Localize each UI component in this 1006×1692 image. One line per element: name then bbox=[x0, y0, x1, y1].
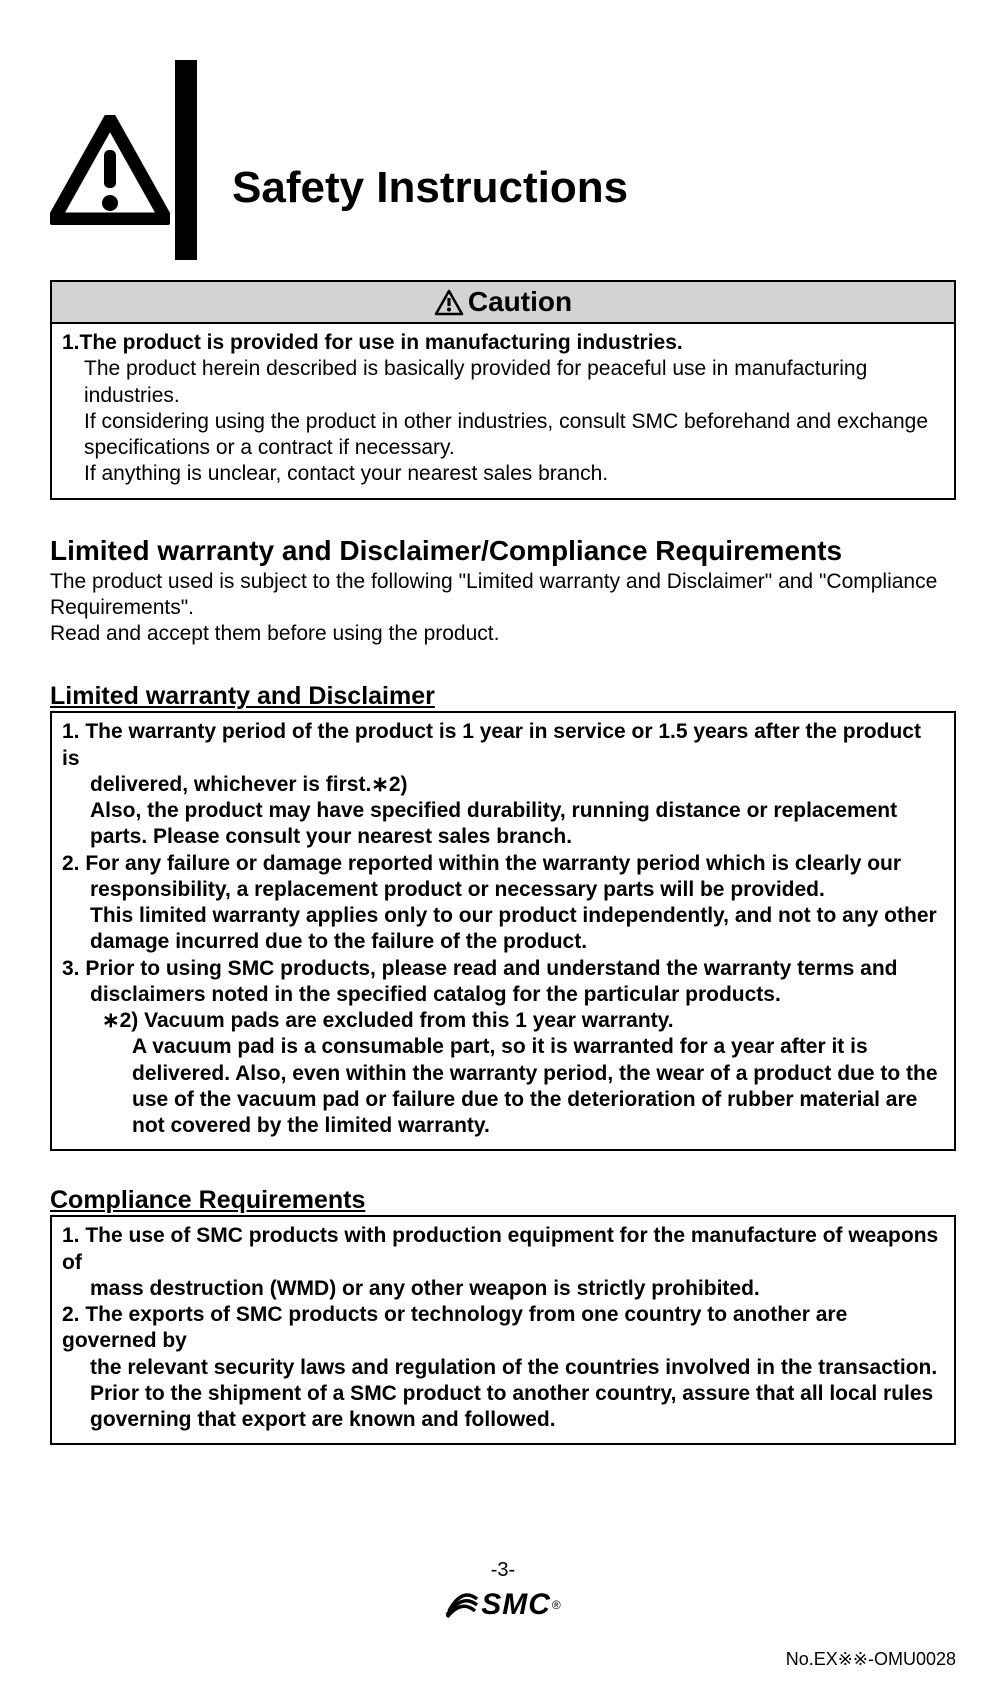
caution-triangle-icon bbox=[434, 289, 464, 316]
logo-text: SMC bbox=[481, 1588, 551, 1622]
warranty-text: This limited warranty applies only to ou… bbox=[62, 903, 944, 956]
warranty-item: 1. The warranty period of the product is… bbox=[62, 719, 944, 772]
limited-box-heading: Limited warranty and Disclaimer bbox=[50, 682, 956, 711]
limited-section-heading: Limited warranty and Disclaimer/Complian… bbox=[50, 535, 956, 567]
compliance-text: mass destruction (WMD) or any other weap… bbox=[62, 1276, 944, 1302]
vertical-bar-icon bbox=[175, 60, 197, 260]
limited-warranty-box: 1. The warranty period of the product is… bbox=[50, 711, 956, 1151]
caution-text: If considering using the product in othe… bbox=[62, 409, 944, 462]
intro-text: Read and accept them before using the pr… bbox=[50, 621, 956, 647]
compliance-box: 1. The use of SMC products with producti… bbox=[50, 1215, 956, 1445]
logo-swirl-icon bbox=[445, 1591, 479, 1619]
warranty-text: Also, the product may have specified dur… bbox=[62, 798, 944, 851]
caution-text: If anything is unclear, contact your nea… bbox=[62, 461, 944, 487]
caution-box: Caution 1.The product is provided for us… bbox=[50, 280, 956, 500]
document-number: No.EX※※-OMU0028 bbox=[786, 1649, 956, 1670]
intro-text: The product used is subject to the follo… bbox=[50, 569, 956, 622]
warranty-text: delivered, whichever is first.∗2) bbox=[62, 772, 944, 798]
caution-item-title: 1.The product is provided for use in man… bbox=[62, 330, 944, 356]
warranty-note-body: A vacuum pad is a consumable part, so it… bbox=[62, 1034, 944, 1139]
smc-logo: SMC ® bbox=[0, 1588, 1006, 1622]
warranty-note: ∗2) Vacuum pads are excluded from this 1… bbox=[62, 1008, 944, 1034]
compliance-item: 2. The exports of SMC products or techno… bbox=[62, 1302, 944, 1355]
page-number: -3- bbox=[0, 1559, 1006, 1582]
warning-triangle-icon bbox=[50, 115, 170, 225]
caution-text: The product herein described is basicall… bbox=[62, 356, 944, 409]
page-header: Safety Instructions bbox=[50, 60, 956, 260]
caution-label: Caution bbox=[468, 286, 572, 318]
compliance-item: 1. The use of SMC products with producti… bbox=[62, 1223, 944, 1276]
warranty-item: 2. For any failure or damage reported wi… bbox=[62, 851, 944, 877]
compliance-text: the relevant security laws and regulatio… bbox=[62, 1355, 944, 1434]
registered-mark: ® bbox=[552, 1598, 561, 1612]
limited-section-intro: The product used is subject to the follo… bbox=[50, 569, 956, 648]
compliance-heading: Compliance Requirements bbox=[50, 1186, 956, 1215]
caution-header: Caution bbox=[52, 282, 954, 324]
caution-body: 1.The product is provided for use in man… bbox=[52, 324, 954, 498]
warranty-text: disclaimers noted in the specified catal… bbox=[62, 982, 944, 1008]
warranty-text: responsibility, a replacement product or… bbox=[62, 877, 944, 903]
warranty-item: 3. Prior to using SMC products, please r… bbox=[62, 956, 944, 982]
page-footer: -3- SMC ® bbox=[0, 1559, 1006, 1622]
main-title: Safety Instructions bbox=[232, 163, 628, 213]
